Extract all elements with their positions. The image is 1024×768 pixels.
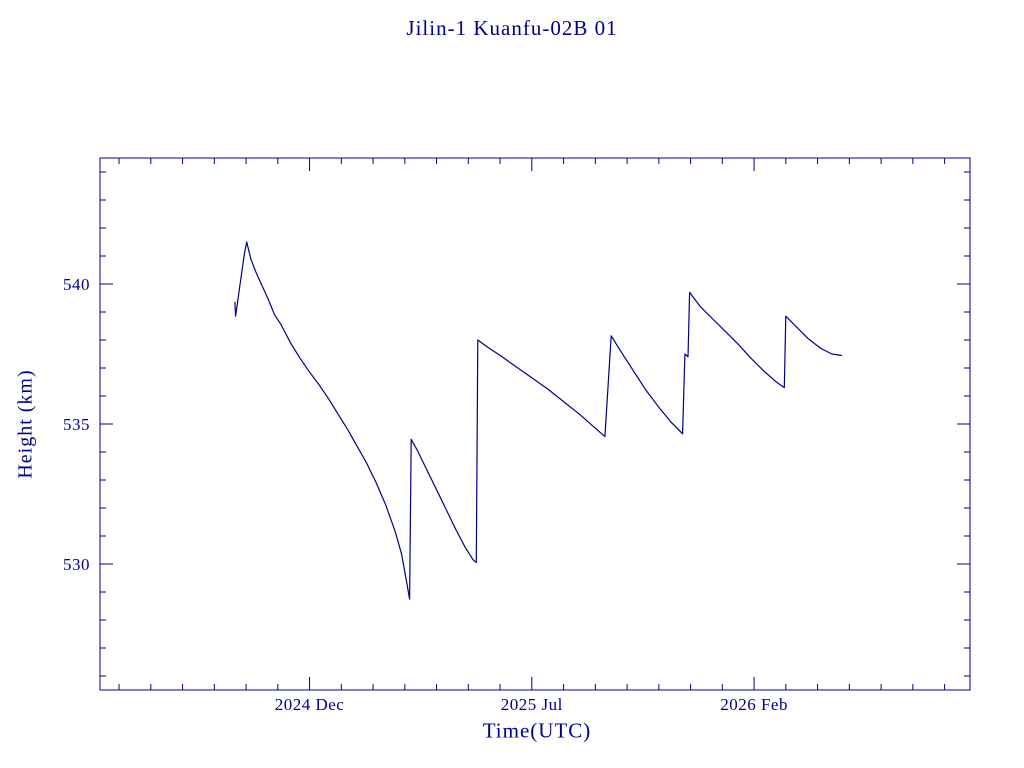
x-tick-label: 2025 Jul: [501, 695, 563, 714]
y-tick-label: 530: [63, 555, 90, 574]
y-tick-label: 540: [63, 275, 90, 294]
y-tick-label: 535: [63, 415, 90, 434]
x-tick-label: 2024 Dec: [275, 695, 345, 714]
height-series-line: [234, 241, 843, 600]
x-axis-label: Time(UTC): [482, 718, 592, 743]
chart-title: Jilin-1 Kuanfu-02B 01: [406, 16, 618, 40]
x-tick-label: 2026 Feb: [720, 695, 788, 714]
